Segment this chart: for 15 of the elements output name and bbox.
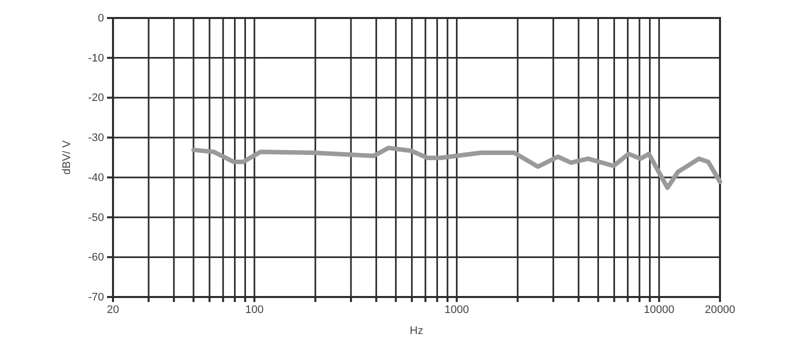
y-tick-label: 0 [98,12,104,25]
x-tick-label: 20 [106,304,120,316]
y-tick-label: -70 [88,292,104,304]
x-tick-label: 10000 [644,304,674,316]
x-tick-label: 20000 [704,304,736,316]
y-tick-label: -30 [88,132,104,144]
x-tick-label: 1000 [444,304,469,316]
y-tick-label: -10 [88,52,104,64]
y-tick-label: -60 [88,252,104,264]
y-axis-title: dBV/ V [61,140,73,175]
y-tick-label: -40 [88,172,104,184]
x-axis-title: Hz [410,325,424,337]
x-tick-label: 100 [245,304,264,316]
y-tick-label: -20 [88,92,104,104]
y-tick-label: -50 [88,212,104,224]
